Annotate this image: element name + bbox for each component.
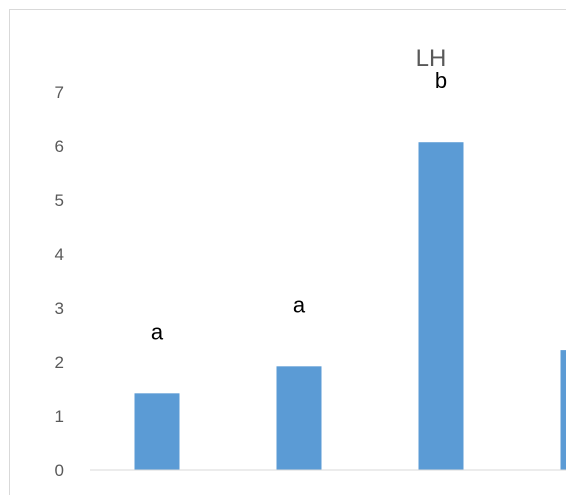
significance-label: a bbox=[151, 319, 164, 344]
significance-label: b bbox=[435, 68, 447, 93]
bars bbox=[135, 142, 566, 470]
y-tick-label: 2 bbox=[55, 353, 64, 372]
bar-annotations: a a b bbox=[151, 68, 447, 344]
y-tick-label: 6 bbox=[55, 137, 64, 156]
bar bbox=[561, 350, 566, 470]
y-tick-label: 3 bbox=[55, 299, 64, 318]
y-tick-label: 1 bbox=[55, 407, 64, 426]
significance-label: a bbox=[293, 292, 306, 317]
y-tick-label: 7 bbox=[55, 83, 64, 102]
bar bbox=[135, 393, 180, 470]
bar bbox=[277, 366, 322, 470]
y-axis: 0 1 2 3 4 5 6 7 bbox=[55, 83, 64, 480]
bar bbox=[419, 142, 464, 470]
y-tick-label: 5 bbox=[55, 191, 64, 210]
y-tick-label: 4 bbox=[55, 245, 64, 264]
y-tick-label: 0 bbox=[55, 461, 64, 480]
